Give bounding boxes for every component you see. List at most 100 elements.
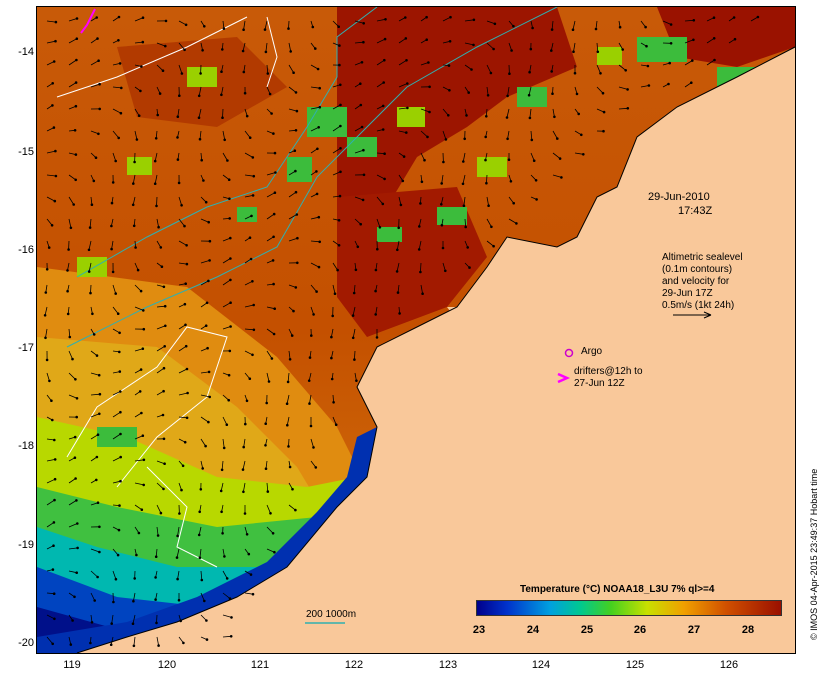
- velocity-arrow-head: [44, 336, 47, 340]
- velocity-arrow: [220, 482, 224, 491]
- velocity-arrow-head: [398, 312, 401, 315]
- velocity-arrow-head: [426, 135, 429, 139]
- velocity-arrow-head: [472, 43, 475, 47]
- velocity-arrow-head: [163, 462, 166, 466]
- velocity-arrow-head: [45, 267, 49, 271]
- velocity-arrow: [68, 174, 76, 181]
- velocity-arrow: [464, 64, 472, 70]
- x-tick-label: 123: [438, 659, 458, 671]
- velocity-arrow-head: [92, 179, 96, 183]
- velocity-arrow-head: [581, 153, 585, 156]
- velocity-arrow-head: [448, 89, 451, 92]
- y-tick-label: -14: [18, 46, 34, 58]
- velocity-arrow-head: [331, 314, 335, 318]
- velocity-arrow-head: [134, 246, 137, 249]
- velocity-arrow: [266, 306, 275, 310]
- velocity-arrow-head: [465, 114, 468, 117]
- velocity-arrow-head: [140, 65, 143, 68]
- velocity-arrow: [266, 526, 274, 534]
- drifter-marker: [557, 372, 571, 384]
- velocity-arrow: [286, 394, 290, 404]
- velocity-arrow: [90, 372, 100, 376]
- velocity-arrow-head: [692, 38, 695, 42]
- velocity-arrow: [266, 64, 269, 74]
- velocity-arrow: [309, 394, 312, 404]
- velocity-arrow: [156, 614, 158, 623]
- velocity-arrow-head: [162, 437, 166, 441]
- velocity-arrow-head: [221, 531, 224, 535]
- velocity-arrow-head: [183, 224, 186, 228]
- velocity-arrow-head: [54, 174, 58, 178]
- velocity-arrow-head: [132, 224, 136, 228]
- velocity-arrow-head: [286, 423, 289, 427]
- velocity-arrow-head: [204, 444, 207, 448]
- velocity-arrow: [288, 108, 298, 112]
- velocity-arrow-head: [184, 344, 188, 348]
- velocity-arrow: [134, 130, 138, 140]
- drifter-track: [80, 8, 96, 34]
- velocity-arrow-head: [553, 115, 556, 119]
- velocity-arrow-head: [220, 93, 223, 97]
- velocity-arrow-head: [75, 571, 78, 574]
- velocity-arrow: [420, 152, 425, 161]
- velocity-arrow-head: [97, 412, 101, 416]
- velocity-arrow-head: [530, 138, 534, 142]
- velocity-arrow-head: [515, 222, 518, 225]
- y-tick-label: -17: [18, 342, 34, 354]
- velocity-arrow-head: [176, 115, 180, 118]
- velocity-arrow-head: [142, 458, 146, 462]
- velocity-arrow-head: [572, 50, 575, 53]
- velocity-arrow-head: [155, 621, 158, 625]
- velocity-arrow-head: [466, 246, 470, 249]
- velocity-arrow: [156, 504, 162, 514]
- velocity-arrow-head: [712, 16, 716, 20]
- velocity-arrow: [506, 108, 510, 118]
- velocity-arrow-head: [164, 19, 168, 23]
- velocity-arrow-head: [176, 534, 179, 538]
- velocity-arrow-head: [114, 292, 117, 295]
- velocity-arrow-head: [140, 411, 143, 415]
- velocity-arrow: [332, 416, 337, 425]
- velocity-arrow-head: [116, 553, 120, 557]
- velocity-arrow-head: [626, 107, 630, 110]
- velocity-arrow: [46, 614, 55, 620]
- velocity-arrow-head: [339, 147, 342, 150]
- velocity-arrow: [331, 328, 334, 338]
- velocity-arrow: [112, 391, 121, 396]
- velocity-arrow: [178, 240, 187, 246]
- velocity-arrow: [376, 174, 385, 180]
- velocity-arrow-head: [244, 422, 247, 426]
- x-tick-label: 126: [719, 659, 739, 671]
- velocity-arrow: [156, 482, 164, 490]
- velocity-arrow: [90, 434, 99, 440]
- velocity-arrow-head: [338, 44, 341, 47]
- velocity-arrow-head: [425, 38, 429, 42]
- velocity-arrow-head: [527, 93, 531, 97]
- velocity-arrow-head: [558, 157, 562, 160]
- velocity-arrow-head: [713, 58, 716, 62]
- velocity-arrow-head: [264, 443, 267, 447]
- velocity-arrow-head: [528, 70, 531, 74]
- velocity-arrow-head: [180, 72, 184, 75]
- velocity-arrow-head: [118, 504, 121, 507]
- velocity-arrow: [200, 280, 209, 286]
- velocity-arrow-head: [362, 148, 365, 152]
- velocity-arrow-head: [219, 489, 223, 493]
- velocity-arrow-head: [395, 248, 399, 252]
- velocity-arrow: [442, 262, 446, 271]
- velocity-arrow-head: [315, 192, 319, 196]
- velocity-arrow: [221, 86, 224, 95]
- velocity-arrow-head: [360, 60, 364, 64]
- velocity-arrow-head: [221, 48, 224, 51]
- velocity-arrow: [68, 372, 76, 380]
- velocity-arrow: [266, 504, 271, 514]
- velocity-arrow: [596, 64, 601, 74]
- velocity-arrow-head: [668, 61, 671, 65]
- velocity-arrow-head: [486, 94, 490, 97]
- velocity-arrow-head: [241, 49, 245, 53]
- velocity-arrow: [44, 306, 48, 316]
- velocity-arrow: [89, 218, 92, 228]
- velocity-arrow-head: [337, 244, 341, 247]
- velocity-arrow: [332, 147, 341, 154]
- velocity-arrow: [486, 196, 489, 206]
